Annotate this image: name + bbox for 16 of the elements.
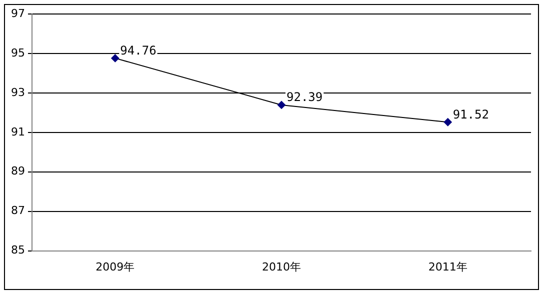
data-label: 91.52: [452, 107, 489, 122]
point: [278, 100, 286, 109]
x-tick-label: 2009年: [96, 260, 135, 274]
y-tick-label: 85: [10, 244, 25, 257]
y-tick-label: 91: [10, 125, 25, 138]
y-tick-label: 89: [10, 164, 25, 178]
x-tick-label: 2011年: [428, 260, 468, 274]
point: [111, 54, 120, 62]
x-tick-label: 2010年: [262, 260, 301, 274]
y-tick-label: 97: [10, 6, 25, 20]
y-tick-label: 87: [10, 204, 25, 218]
y-tick-label: 93: [10, 86, 25, 99]
y-tick-label: 95: [10, 46, 25, 60]
point: [444, 118, 452, 126]
data-label: 94.76: [120, 43, 156, 58]
data-label: 92.39: [286, 90, 323, 104]
